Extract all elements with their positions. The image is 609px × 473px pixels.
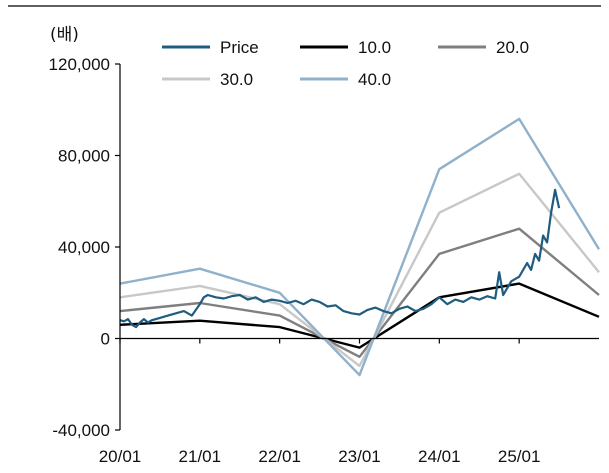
legend-label: 10.0 xyxy=(358,38,391,57)
legend-label: 20.0 xyxy=(496,38,529,57)
plot-area xyxy=(119,117,601,377)
x-tick-label: 24/01 xyxy=(418,447,461,466)
y-tick-label: 80,000 xyxy=(58,147,110,166)
legend-label: 30.0 xyxy=(220,70,253,89)
x-tick-label: 22/01 xyxy=(258,447,301,466)
y-axis: -40,000 0 40,000 80,000 120,000 xyxy=(49,55,121,440)
y-tick-label: 120,000 xyxy=(49,55,110,74)
series-line-40-0 xyxy=(119,117,601,377)
x-tick-label: 25/01 xyxy=(498,447,541,466)
series-line-10-0 xyxy=(119,282,600,349)
x-axis: 20/01 21/01 22/01 23/01 24/01 25/01 xyxy=(99,337,599,466)
legend-label: 40.0 xyxy=(358,70,391,89)
y-axis-unit-label: (배) xyxy=(50,25,79,45)
legend-label: Price xyxy=(220,38,259,57)
series-line-price xyxy=(119,188,561,329)
y-tick-label: 0 xyxy=(101,330,110,349)
x-tick-label: 21/01 xyxy=(179,447,222,466)
y-tick-label: -40,000 xyxy=(52,421,110,440)
x-tick-label: 23/01 xyxy=(338,447,381,466)
series-line-30-0 xyxy=(119,172,600,368)
y-tick-label: 40,000 xyxy=(58,238,110,257)
series-line-20-0 xyxy=(119,227,600,358)
x-tick-label: 20/01 xyxy=(99,447,142,466)
legend: Price 10.0 20.0 30.0 40.0 xyxy=(162,38,529,89)
